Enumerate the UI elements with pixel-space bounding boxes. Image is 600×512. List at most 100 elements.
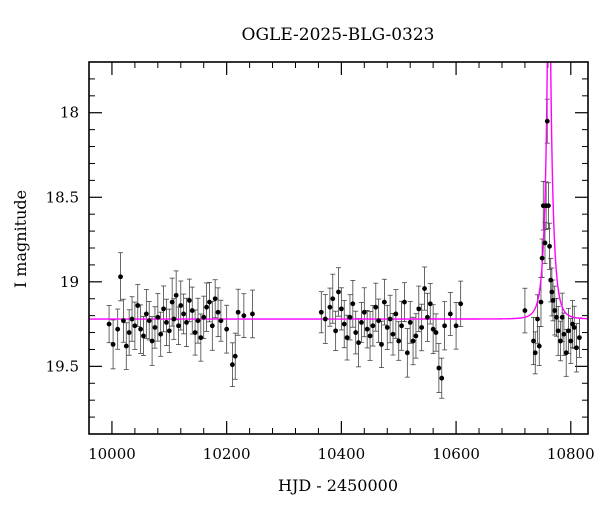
data-point [571,325,577,330]
data-point [181,311,187,317]
data-point [212,296,218,302]
data-point [250,311,255,317]
data-point [330,296,336,302]
data-point [404,350,410,356]
data-point [364,326,370,332]
data-point [110,341,116,347]
chart-title: OGLE-2025-BLG-0323 [242,25,435,45]
data-point [568,338,574,344]
data-point [224,326,230,332]
data-point [373,304,379,310]
data-point [522,308,528,313]
x-tick-label: 10800 [547,445,595,463]
data-point [192,330,198,335]
data-point [413,333,419,339]
data-point [535,316,540,322]
data-point [132,323,138,329]
data-point [425,314,430,320]
data-point [333,328,339,334]
data-point [559,314,565,320]
data-point [123,343,129,349]
data-point [359,320,364,325]
data-point [347,314,353,320]
data-point [204,304,209,310]
data-point [189,308,195,313]
data-point [402,299,407,305]
data-point [416,306,422,312]
data-point [138,326,144,332]
data-point [550,298,556,303]
data-point [318,309,324,315]
data-point [327,304,333,310]
data-point [387,316,393,322]
data-point [367,333,373,339]
data-point [552,308,558,313]
data-point [218,318,224,324]
data-point [350,301,356,307]
data-point [155,314,161,320]
data-point [178,303,184,308]
data-point [207,299,212,305]
data-point [356,340,361,346]
y-axis-label: I magnitude [11,190,30,288]
data-point [118,274,123,280]
data-point [536,343,542,349]
x-tick-label: 10000 [88,445,136,463]
data-point [176,323,181,329]
data-point [407,320,413,325]
y-tick-label: 19 [60,273,79,291]
data-point [539,255,545,261]
data-point [152,325,158,330]
data-point [186,298,192,303]
data-point [574,345,579,351]
data-point [161,306,166,312]
data-point [149,338,155,344]
data-point [546,203,551,209]
data-point [135,303,141,308]
data-point [436,365,442,371]
data-point [419,325,425,330]
data-point [184,320,189,325]
axis-ticks [88,62,588,434]
plot-frame [88,61,589,435]
data-point [555,328,561,334]
data-point [447,311,453,317]
data-point [229,362,235,368]
data-point [370,323,376,329]
data-point [344,335,350,341]
data-point [376,318,382,324]
x-axis-label: HJD - 2450000 [278,476,398,495]
data-point [453,323,459,329]
data-point [430,326,436,332]
data-point [538,299,544,305]
data-point [322,316,328,322]
data-point [563,350,569,356]
data-point [384,325,390,330]
data-point [126,330,132,335]
data-point [141,333,146,339]
data-point [353,330,359,335]
data-point [396,338,402,344]
data-point [427,301,433,307]
data-point [158,331,164,337]
x-tick-label: 10400 [318,445,366,463]
data-point [433,330,439,335]
data-point [143,311,149,317]
data-point [458,301,464,307]
data-point [361,309,367,315]
data-point [532,350,538,356]
x-tick-label: 10200 [203,445,251,463]
data-point [399,323,404,329]
data-point [338,306,344,312]
data-point [558,338,563,344]
data-points [106,118,582,381]
data-point [548,277,554,283]
data-point [379,341,384,347]
y-tick-label: 19.5 [46,357,79,375]
data-point [576,335,582,341]
data-point [232,353,238,359]
data-point [164,320,169,325]
data-point [171,316,177,322]
data-point [209,323,215,329]
